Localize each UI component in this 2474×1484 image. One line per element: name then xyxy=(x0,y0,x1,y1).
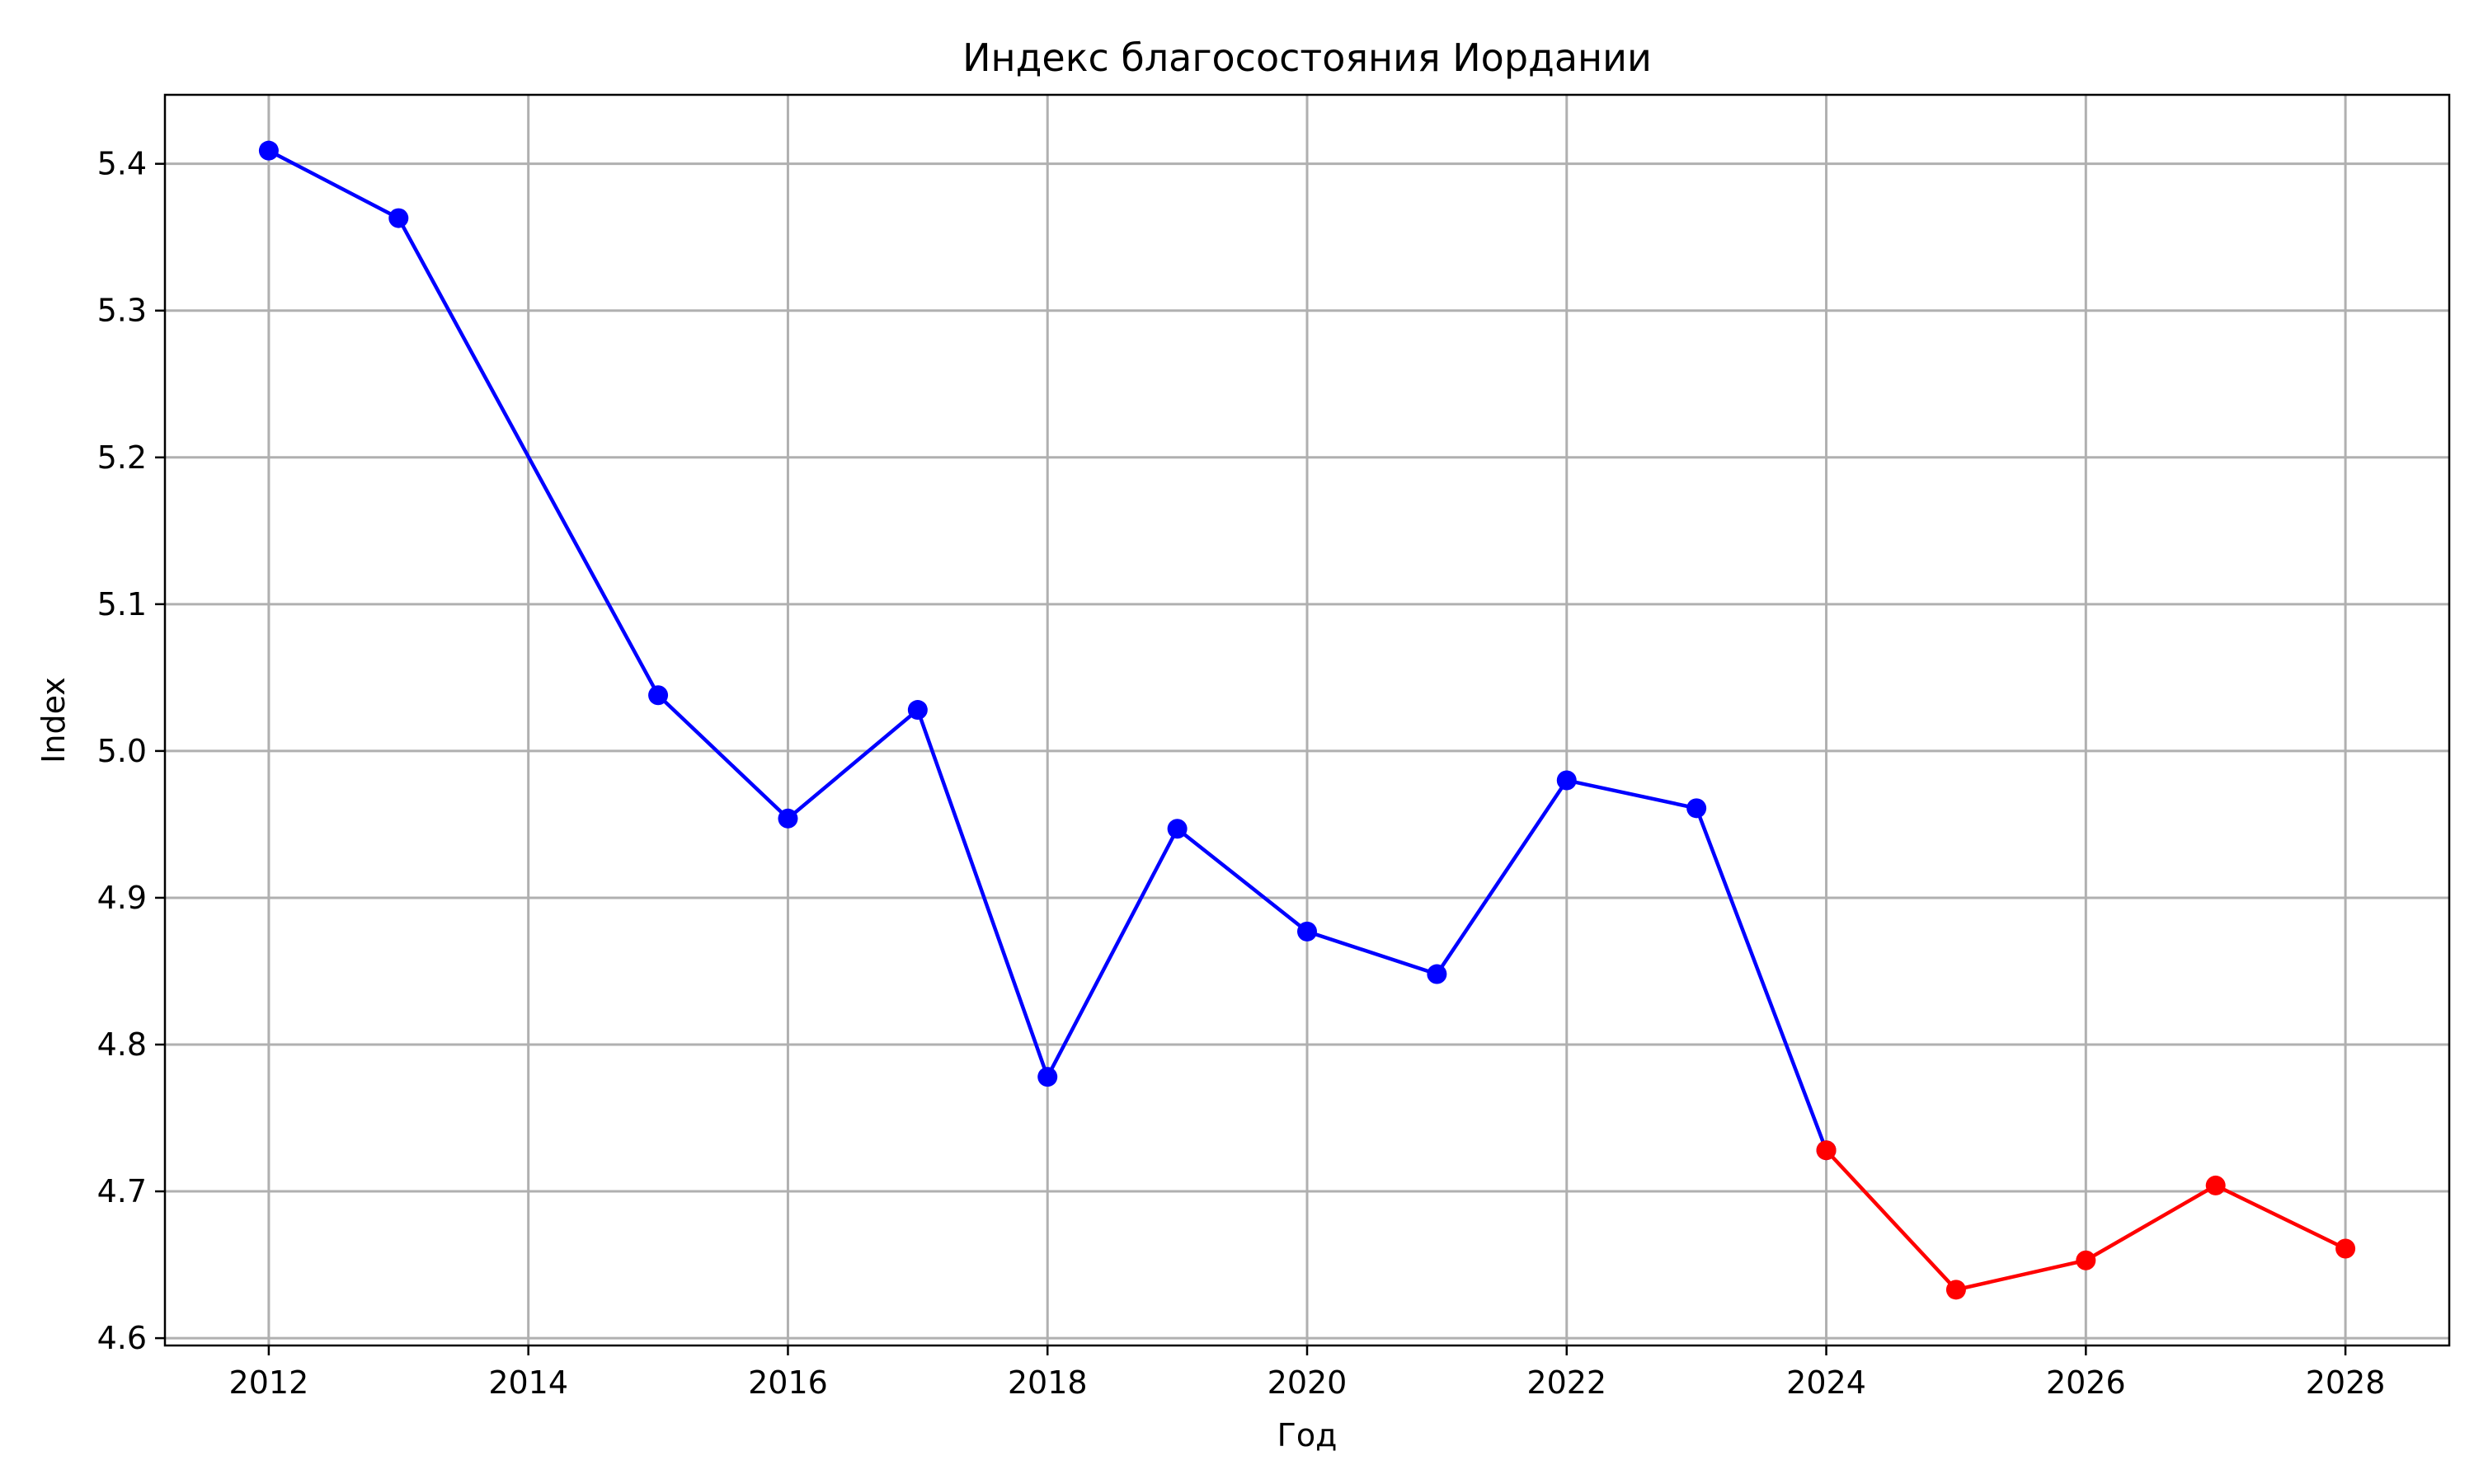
y-tick-label: 4.9 xyxy=(97,880,147,916)
x-axis-label: Год xyxy=(1277,1417,1338,1453)
series-layer xyxy=(258,140,2356,1300)
y-tick-label: 5.4 xyxy=(97,146,147,182)
y-tick-label: 5.0 xyxy=(97,733,147,769)
ticks-layer: 2012 2014 2016 2018 2020 2022 2024 2026 2028 4.6 4… xyxy=(97,146,2386,1401)
data-point xyxy=(778,808,798,829)
x-tick-label: 2020 xyxy=(1268,1364,1348,1401)
y-tick-label: 5.3 xyxy=(97,293,147,329)
x-tick-label: 2026 xyxy=(2046,1364,2126,1401)
x-tick-label: 2022 xyxy=(1526,1364,1606,1401)
data-point xyxy=(258,140,279,161)
y-tick-label: 4.6 xyxy=(97,1320,147,1356)
data-point xyxy=(907,700,928,721)
x-tick-label: 2014 xyxy=(488,1364,568,1401)
data-point xyxy=(388,208,409,228)
y-axis-label: Index xyxy=(35,677,72,763)
data-point xyxy=(1686,798,1707,819)
x-tick-label: 2016 xyxy=(748,1364,828,1401)
data-point xyxy=(1816,1140,1837,1161)
x-tick-label: 2018 xyxy=(1008,1364,1088,1401)
data-point xyxy=(1167,819,1188,839)
data-point xyxy=(1556,770,1577,791)
data-point xyxy=(2335,1238,2356,1259)
data-point xyxy=(2076,1250,2096,1270)
y-tick-label: 5.1 xyxy=(97,586,147,622)
data-point xyxy=(1427,964,1447,984)
data-point xyxy=(1037,1067,1058,1087)
grid-layer xyxy=(165,95,2449,1345)
data-point xyxy=(1945,1280,1966,1300)
y-tick-label: 5.2 xyxy=(97,439,147,476)
data-point xyxy=(648,685,669,706)
x-tick-label: 2024 xyxy=(1786,1364,1866,1401)
x-tick-label: 2012 xyxy=(229,1364,309,1401)
chart-title: Индекс благосостояния Иордании xyxy=(962,35,1652,80)
series-line-0 xyxy=(266,148,1828,1153)
data-point xyxy=(1297,921,1317,942)
y-tick-label: 4.8 xyxy=(97,1026,147,1063)
x-tick-label: 2028 xyxy=(2306,1364,2386,1401)
y-tick-label: 4.7 xyxy=(97,1173,147,1209)
data-point xyxy=(2205,1175,2226,1195)
